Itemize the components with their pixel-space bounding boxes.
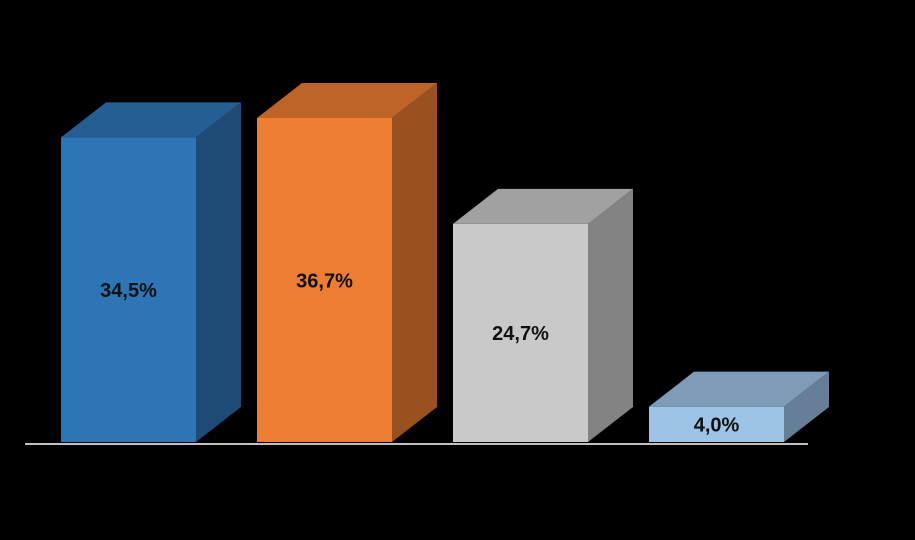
bar-front xyxy=(61,137,196,443)
bar-side xyxy=(784,371,829,442)
bar-top xyxy=(649,371,829,407)
bar-front xyxy=(257,117,392,443)
bar-side xyxy=(196,102,241,443)
bar-top xyxy=(61,102,241,138)
data-label: 36,7% xyxy=(296,270,353,292)
bar-front xyxy=(453,223,588,442)
bar-top xyxy=(453,188,633,224)
bar: 34,5% xyxy=(61,102,241,443)
bar: 4,0% xyxy=(649,371,829,442)
data-label: 4,0% xyxy=(694,415,740,437)
data-label: 34,5% xyxy=(100,280,157,302)
bar-side xyxy=(588,188,633,442)
plot-area: 34,5% 36,7% 24,7% 4,0% xyxy=(61,82,829,443)
bar: 24,7% xyxy=(453,188,633,442)
bar-top xyxy=(257,82,437,118)
bar-front xyxy=(649,406,784,442)
data-label: 24,7% xyxy=(492,323,549,345)
bar-side xyxy=(392,82,437,443)
bar: 36,7% xyxy=(257,82,437,443)
